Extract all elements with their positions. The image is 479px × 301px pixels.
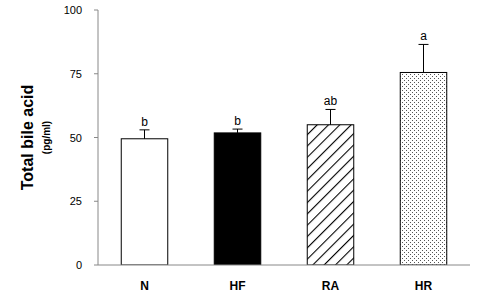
y-tick-label: 100 bbox=[64, 4, 82, 16]
error-bar bbox=[419, 44, 429, 72]
annotation: a bbox=[420, 29, 427, 43]
y-tick bbox=[94, 201, 98, 202]
chart-svg: 0 25 50 75 100 b b ab a N HF RA HR Total bile acid (pg… bbox=[0, 0, 479, 301]
bar bbox=[307, 125, 354, 265]
y-tick bbox=[94, 265, 98, 266]
x-axis bbox=[98, 265, 470, 266]
chart: 0 25 50 75 100 b b ab a N HF RA HR Total bile acid (pg… bbox=[0, 0, 479, 301]
y-tick bbox=[94, 73, 98, 74]
bars bbox=[121, 44, 447, 265]
y-tick bbox=[94, 137, 98, 138]
y-axis bbox=[98, 10, 99, 265]
bar bbox=[400, 72, 447, 265]
annotation: b bbox=[234, 114, 241, 128]
y-axis-title: Total bile acid bbox=[19, 85, 36, 191]
bar bbox=[121, 139, 168, 265]
y-tick-label: 50 bbox=[70, 132, 82, 144]
y-tick bbox=[94, 10, 98, 11]
x-tick-label: HF bbox=[230, 279, 246, 293]
x-tick-label: RA bbox=[322, 279, 340, 293]
y-tick-label: 75 bbox=[70, 68, 82, 80]
error-bar bbox=[326, 109, 336, 124]
x-tick-label: HR bbox=[415, 279, 433, 293]
x-tick-label: N bbox=[140, 279, 149, 293]
y-axis-unit: (pg/ml) bbox=[41, 121, 52, 154]
error-bar bbox=[233, 129, 243, 133]
annotation: ab bbox=[324, 94, 338, 108]
error-bar bbox=[140, 130, 150, 139]
bar bbox=[214, 133, 261, 265]
y-tick-label: 0 bbox=[76, 259, 82, 271]
annotation: b bbox=[141, 115, 148, 129]
y-tick-label: 25 bbox=[70, 195, 82, 207]
